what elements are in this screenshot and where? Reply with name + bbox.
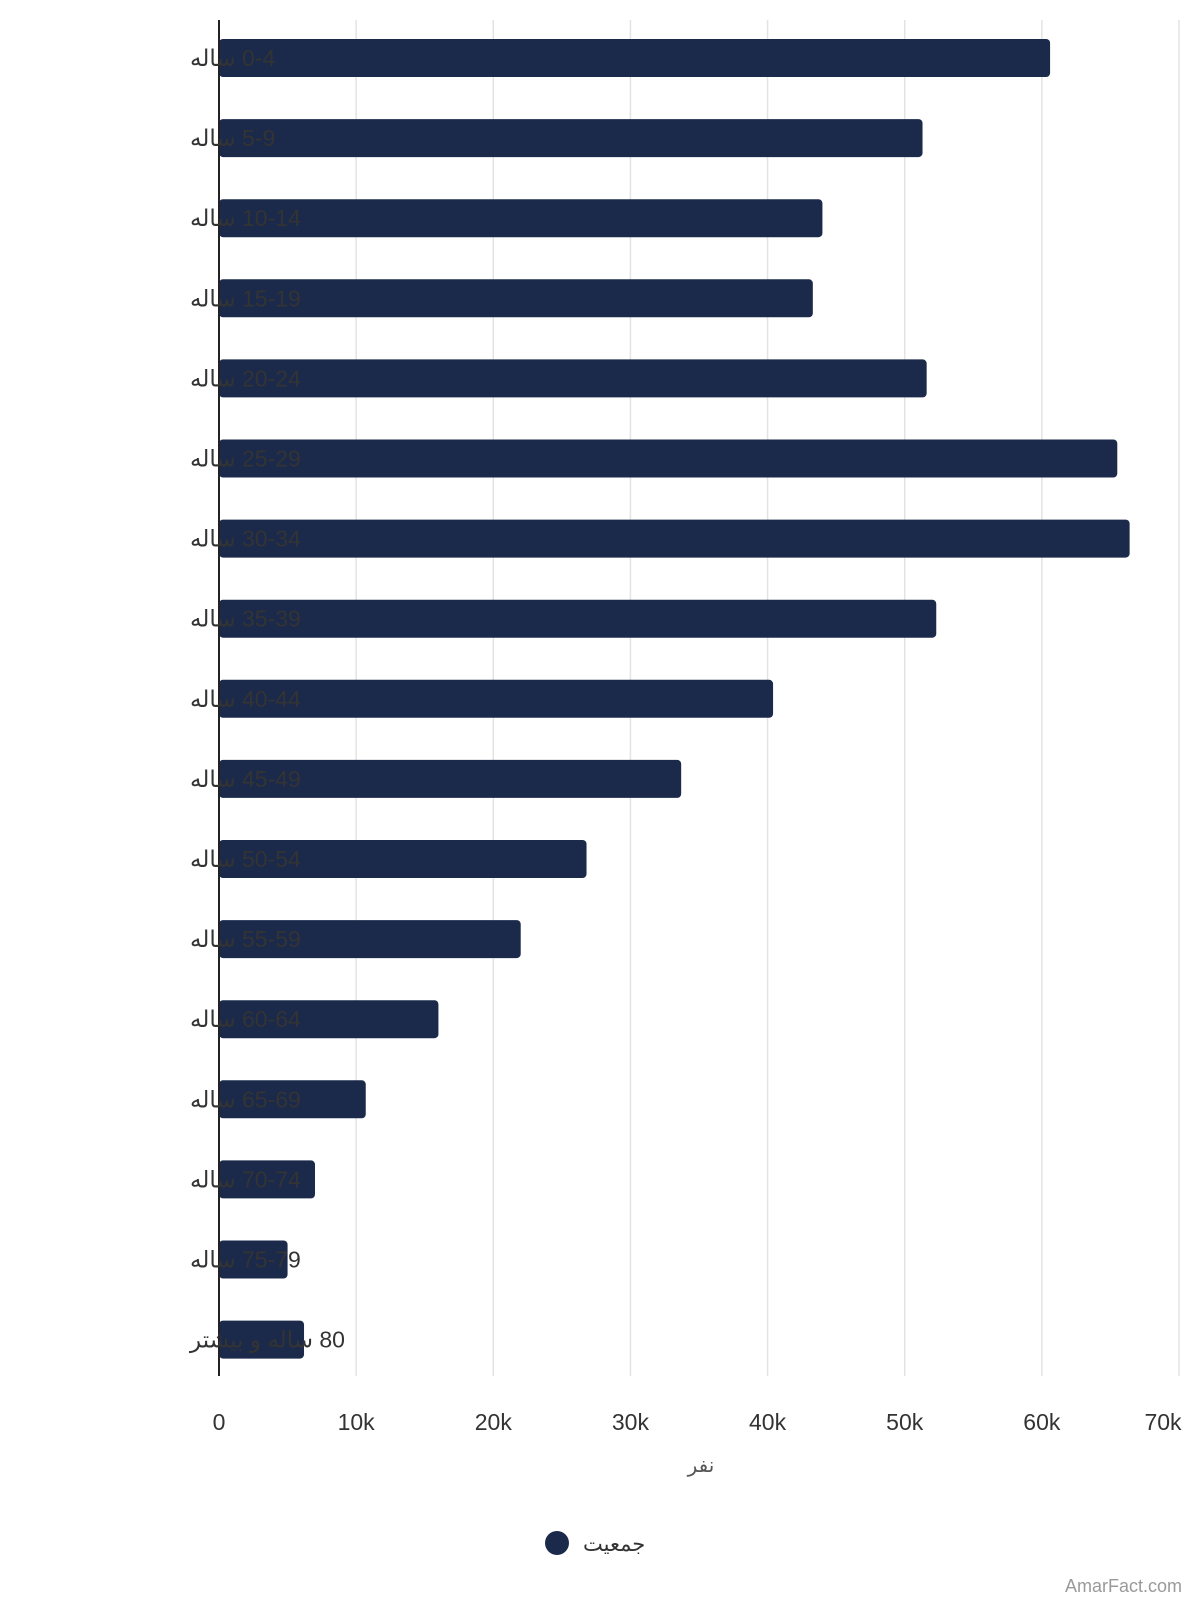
category-label: 45-49 ساله — [190, 766, 301, 792]
category-label: 0-4 ساله — [190, 45, 275, 71]
x-axis-title: نفر — [687, 1455, 715, 1477]
bar — [219, 519, 1130, 558]
bar — [219, 359, 927, 398]
x-tick-label: 20k — [475, 1409, 513, 1435]
bars — [219, 39, 1130, 1359]
watermark: AmarFact.com — [1065, 1576, 1182, 1596]
x-tick-label: 0 — [213, 1409, 226, 1435]
category-label: 5-9 ساله — [190, 125, 275, 151]
x-tick-labels: 0 10k 20k 30k 40k 50k 60k 70k — [213, 1409, 1182, 1435]
x-tick-label: 10k — [338, 1409, 376, 1435]
category-label: 15-19 ساله — [190, 285, 301, 311]
bar — [219, 1160, 315, 1199]
x-tick-label: 40k — [749, 1409, 787, 1435]
bar — [219, 199, 823, 238]
bar — [219, 920, 521, 959]
category-label: 40-44 ساله — [190, 686, 301, 712]
bar — [219, 1240, 288, 1279]
bar — [219, 279, 813, 318]
category-label: 50-54 ساله — [190, 846, 301, 872]
x-tick-label: 70k — [1144, 1409, 1182, 1435]
bar — [219, 1080, 366, 1119]
category-label: 60-64 ساله — [190, 1006, 301, 1032]
bar — [219, 439, 1118, 478]
bar — [219, 1320, 305, 1359]
bar — [219, 119, 923, 158]
category-label: 75-79 ساله — [190, 1247, 301, 1273]
category-label: 35-39 ساله — [190, 606, 301, 632]
bar — [219, 39, 1051, 77]
x-tick-label: 60k — [1023, 1409, 1061, 1435]
legend-label: جمعیت — [583, 1533, 645, 1556]
category-label: 70-74 ساله — [190, 1166, 301, 1192]
x-tick-label: 50k — [886, 1409, 924, 1435]
category-label: 80 ساله و بیشتر — [189, 1327, 345, 1354]
category-label: 65-69 ساله — [190, 1086, 301, 1112]
x-tick-label: 30k — [612, 1409, 650, 1435]
bar — [219, 759, 682, 798]
category-label: 55-59 ساله — [190, 926, 301, 952]
category-label: 30-34 ساله — [190, 526, 301, 552]
bar — [219, 1000, 439, 1039]
bar — [219, 599, 937, 638]
category-label: 10-14 ساله — [190, 205, 301, 231]
category-label: 20-24 ساله — [190, 365, 301, 391]
legend-marker — [545, 1531, 569, 1555]
category-label: 25-29 ساله — [190, 446, 301, 472]
category-labels: 0-4 ساله 5-9 ساله 10-14 ساله 15-19 ساله 20-2… — [189, 45, 345, 1354]
legend: جمعیت — [545, 1531, 645, 1556]
bar — [219, 840, 587, 878]
bar — [219, 679, 774, 718]
